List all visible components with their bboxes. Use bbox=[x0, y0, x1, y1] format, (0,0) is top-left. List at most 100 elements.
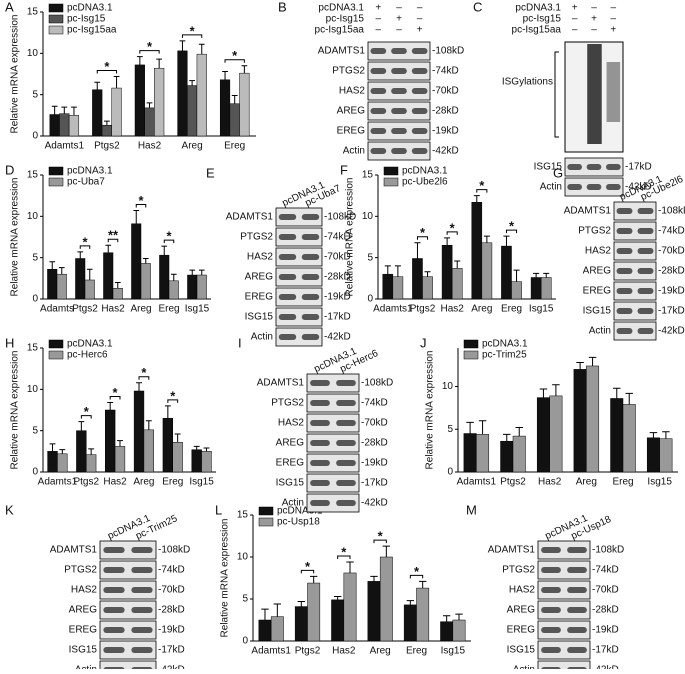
bar bbox=[47, 451, 58, 473]
protein-label: HAS2 bbox=[339, 86, 366, 97]
significance-bracket bbox=[446, 231, 458, 235]
bar bbox=[86, 454, 97, 473]
protein-label: PTGS2 bbox=[271, 398, 304, 409]
bar bbox=[47, 268, 58, 300]
x-tick-label: Isg15 bbox=[189, 477, 214, 488]
size-label: -17kD bbox=[158, 645, 185, 656]
error-bar bbox=[552, 384, 560, 396]
size-label: -42kD bbox=[592, 665, 619, 669]
size-label: -70kD bbox=[658, 246, 685, 257]
size-label: -42kD bbox=[158, 665, 185, 669]
bar bbox=[187, 85, 198, 137]
protein-label: ISG15 bbox=[507, 645, 536, 656]
bar bbox=[540, 277, 552, 300]
blot-band bbox=[103, 547, 125, 553]
error-bar bbox=[444, 237, 451, 246]
bar bbox=[187, 274, 198, 300]
size-label: -17kD bbox=[625, 162, 652, 173]
bar bbox=[586, 365, 600, 473]
protein-label: Actin bbox=[282, 498, 304, 509]
x-tick-label: Ptgs2 bbox=[94, 141, 120, 152]
panel-label: F bbox=[340, 162, 348, 177]
y-tick-label: 15 bbox=[27, 7, 39, 18]
bar bbox=[451, 268, 463, 300]
x-tick-label: Adamts1 bbox=[457, 477, 497, 488]
x-tick-label: Ptgs2 bbox=[295, 646, 321, 657]
bar bbox=[549, 395, 563, 473]
bar bbox=[229, 103, 240, 137]
bar bbox=[610, 398, 624, 473]
error-bar bbox=[179, 40, 186, 51]
blot-band bbox=[370, 68, 387, 74]
bar bbox=[331, 599, 345, 642]
protein-label: PTGS2 bbox=[578, 226, 611, 237]
protein-label: Actin bbox=[75, 665, 97, 669]
bar bbox=[191, 449, 202, 473]
legend-label: pc-Isg15 bbox=[67, 14, 106, 25]
size-label: -28kD bbox=[158, 605, 185, 616]
error-bar bbox=[297, 601, 306, 607]
x-tick-label: Areg bbox=[370, 646, 391, 657]
bar bbox=[59, 113, 70, 137]
legend-swatch bbox=[48, 3, 64, 13]
bar bbox=[403, 604, 417, 642]
bar bbox=[622, 404, 636, 473]
blot-band bbox=[278, 254, 297, 260]
blot-band bbox=[586, 164, 602, 170]
lane-mark: – bbox=[611, 14, 617, 25]
error-bar bbox=[418, 580, 427, 589]
blot-band bbox=[567, 647, 587, 653]
blot-band bbox=[605, 164, 621, 170]
blot-band bbox=[301, 274, 320, 280]
protein-label: ISG15 bbox=[534, 162, 563, 173]
blot-strip bbox=[275, 307, 323, 327]
size-label: -74kD bbox=[658, 226, 685, 237]
blot-strip bbox=[306, 433, 360, 453]
blot-band bbox=[567, 587, 587, 593]
protein-label: ISG15 bbox=[583, 306, 612, 317]
lane-mark: + bbox=[396, 14, 402, 25]
smear-label: ISGylations bbox=[502, 77, 553, 88]
blot-band bbox=[301, 314, 320, 320]
error-bar bbox=[503, 433, 511, 442]
blot-band bbox=[541, 567, 561, 573]
blot-strip bbox=[275, 207, 323, 227]
blot-band bbox=[541, 607, 561, 613]
blot-band bbox=[370, 88, 387, 94]
lane-mark: + bbox=[572, 3, 578, 14]
y-tick-label: 15 bbox=[237, 510, 249, 521]
size-label: -17kD bbox=[658, 306, 685, 317]
blot-band bbox=[411, 48, 428, 54]
blot-band bbox=[278, 294, 297, 300]
blot-strip bbox=[99, 620, 157, 640]
blot-band bbox=[131, 607, 153, 613]
error-bar bbox=[273, 603, 282, 617]
legend-swatch bbox=[383, 166, 399, 176]
bar bbox=[367, 581, 381, 642]
y-axis-label: Relative mRNA expression bbox=[10, 351, 21, 470]
blot-band bbox=[370, 48, 387, 54]
blot-band bbox=[637, 208, 654, 214]
legend-label: pc-Isg15aa bbox=[67, 25, 117, 36]
bar bbox=[49, 114, 60, 137]
blot-strip bbox=[306, 493, 360, 513]
significance-bracket bbox=[163, 239, 175, 244]
size-label: -74kD bbox=[324, 232, 351, 243]
x-tick-label: Has2 bbox=[101, 304, 125, 315]
x-tick-label: Adamts1 bbox=[373, 304, 413, 315]
legend-swatch bbox=[48, 25, 64, 35]
panel-label: A bbox=[5, 0, 14, 14]
bar bbox=[177, 50, 188, 137]
blot-strip bbox=[275, 227, 323, 247]
error-bar bbox=[231, 94, 238, 104]
protein-label: PTGS2 bbox=[502, 565, 535, 576]
panel-label: C bbox=[473, 0, 482, 14]
protein-label: Actin bbox=[589, 326, 611, 337]
protein-label: EREG bbox=[276, 458, 305, 469]
blot-band bbox=[103, 627, 125, 633]
legend-swatch bbox=[48, 14, 64, 24]
lane-mark: – bbox=[591, 3, 597, 14]
error-bar bbox=[133, 210, 140, 224]
error-bar bbox=[156, 58, 163, 69]
protein-label: AREG bbox=[583, 266, 612, 277]
